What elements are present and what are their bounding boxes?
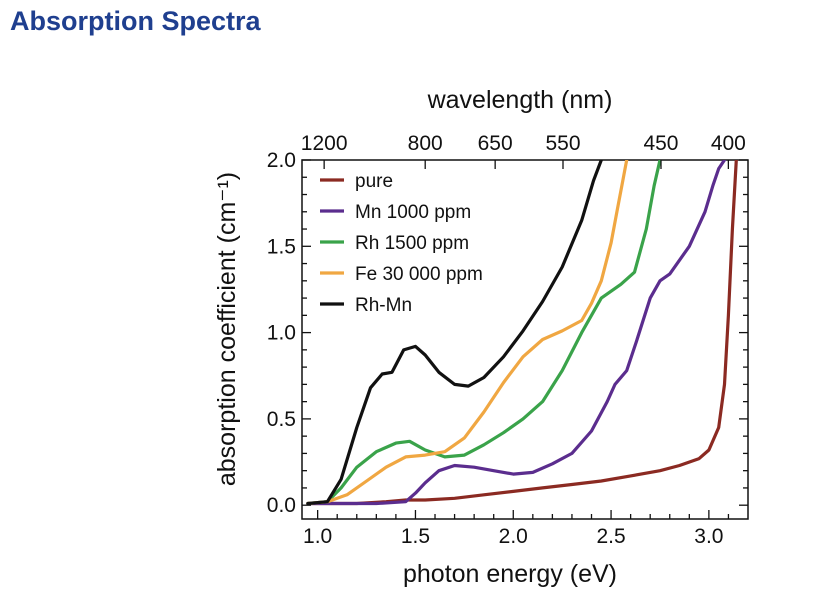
series-layer	[306, 160, 738, 506]
x-tick-label: 3.0	[694, 525, 723, 548]
y-axis-title: absorption coefficient (cm⁻¹)	[213, 172, 241, 486]
y-tick-label: 2.0	[267, 149, 296, 172]
x-axis-title: photon energy (eV)	[403, 560, 617, 588]
legend-label-pure: pure	[355, 171, 393, 192]
top-tick-label: 400	[711, 132, 746, 155]
legend-label-rh-mn: Rh-Mn	[355, 295, 412, 316]
legend-label-fe-30-000-ppm: Fe 30 000 ppm	[355, 264, 483, 285]
series-line-fe-30-000-ppm	[306, 160, 629, 506]
top-tick-label: 450	[643, 132, 678, 155]
x-tick-label: 2.5	[596, 525, 625, 548]
series-line-rh-1500-ppm	[306, 160, 662, 506]
series-line-mn-1000-ppm	[306, 160, 727, 506]
series-line-rh-mn	[306, 160, 603, 506]
legend-label-mn-1000-ppm: Mn 1000 ppm	[355, 202, 471, 223]
legend-label-rh-1500-ppm: Rh 1500 ppm	[355, 233, 469, 254]
top-tick-label: 650	[478, 132, 513, 155]
y-tick-label: 1.0	[267, 322, 296, 345]
top-tick-label: 550	[545, 132, 580, 155]
plot-frame	[301, 159, 749, 520]
top-tick-label: 1200	[301, 132, 348, 155]
y-tick-label: 0.5	[267, 408, 296, 431]
legend: pure Mn 1000 ppm Rh 1500 ppm Fe 30 000 ppm R…	[320, 171, 483, 316]
x-tick-label: 1.0	[303, 525, 332, 548]
x-tick-label: 1.5	[401, 525, 430, 548]
x-tick-label: 2.0	[499, 525, 528, 548]
top-tick-label: 800	[408, 132, 443, 155]
page-title: Absorption Spectra	[10, 6, 261, 36]
top-axis-title: wavelength (nm)	[427, 86, 613, 114]
y-tick-label: 0.0	[267, 494, 296, 517]
y-tick-label: 1.5	[267, 235, 296, 258]
